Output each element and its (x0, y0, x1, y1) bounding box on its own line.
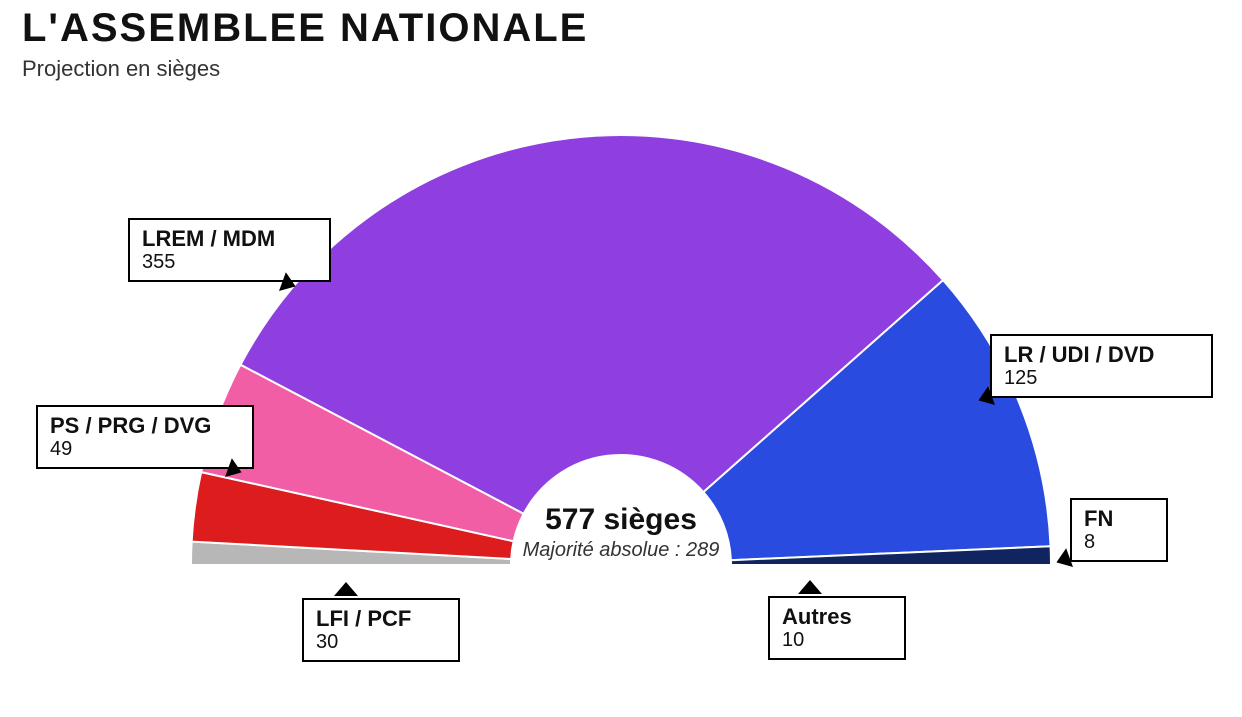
label-pointer-lfi (334, 582, 358, 596)
label-box-lrem: LREM / MDM355 (128, 218, 331, 282)
label-value-fn: 8 (1084, 531, 1154, 554)
label-box-lfi: LFI / PCF30 (302, 598, 460, 662)
label-party-ps: PS / PRG / DVG (50, 413, 240, 438)
label-box-fn: FN8 (1070, 498, 1168, 562)
label-box-ps: PS / PRG / DVG49 (36, 405, 254, 469)
center-majority-text: Majorité absolue : 289 (471, 539, 771, 562)
label-box-lr: LR / UDI / DVD125 (990, 334, 1213, 398)
label-value-lrem: 355 (142, 251, 317, 274)
label-value-lr: 125 (1004, 367, 1199, 390)
label-value-lfi: 30 (316, 631, 446, 654)
label-party-autres: Autres (782, 604, 892, 629)
label-box-autres: Autres10 (768, 596, 906, 660)
label-pointer-autres (798, 580, 822, 594)
label-party-lrem: LREM / MDM (142, 226, 317, 251)
label-party-lr: LR / UDI / DVD (1004, 342, 1199, 367)
label-value-ps: 49 (50, 438, 240, 461)
label-party-fn: FN (1084, 506, 1154, 531)
center-total-seats: 577 sièges (471, 503, 771, 537)
label-party-lfi: LFI / PCF (316, 606, 446, 631)
label-value-autres: 10 (782, 629, 892, 652)
